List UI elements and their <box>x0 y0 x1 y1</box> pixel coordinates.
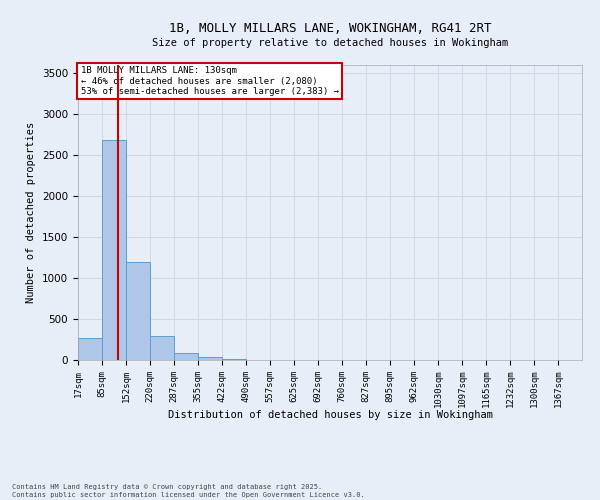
Bar <box>198 357 222 360</box>
Y-axis label: Number of detached properties: Number of detached properties <box>26 122 37 303</box>
Bar <box>222 359 246 360</box>
Bar <box>78 338 102 360</box>
Text: Size of property relative to detached houses in Wokingham: Size of property relative to detached ho… <box>152 38 508 48</box>
X-axis label: Distribution of detached houses by size in Wokingham: Distribution of detached houses by size … <box>167 410 493 420</box>
Bar <box>126 262 150 360</box>
Bar <box>174 354 198 360</box>
Text: Contains HM Land Registry data © Crown copyright and database right 2025.
Contai: Contains HM Land Registry data © Crown c… <box>12 484 365 498</box>
Bar <box>102 140 126 360</box>
Text: 1B MOLLY MILLARS LANE: 130sqm
← 46% of detached houses are smaller (2,080)
53% o: 1B MOLLY MILLARS LANE: 130sqm ← 46% of d… <box>80 66 338 96</box>
Bar <box>150 336 174 360</box>
Text: 1B, MOLLY MILLARS LANE, WOKINGHAM, RG41 2RT: 1B, MOLLY MILLARS LANE, WOKINGHAM, RG41 … <box>169 22 491 36</box>
